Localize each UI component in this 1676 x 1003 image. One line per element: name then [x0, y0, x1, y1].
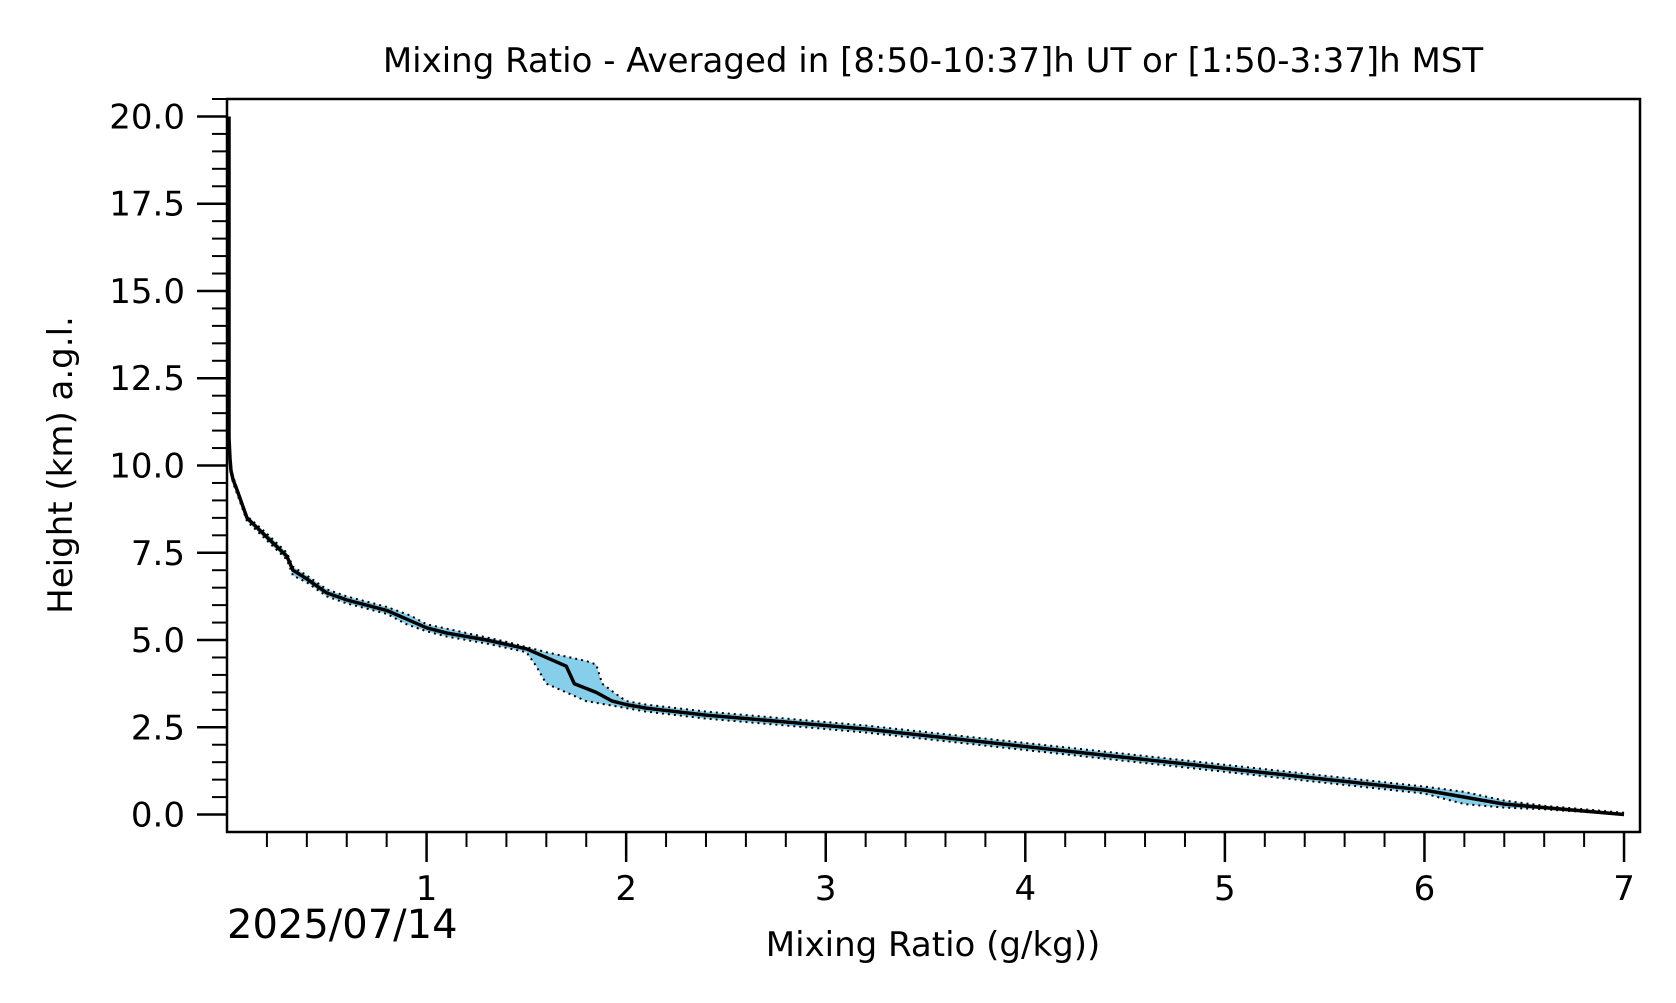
uncertainty-band	[229, 116, 1624, 815]
y-tick-label: 7.5	[131, 534, 185, 574]
y-tick-label: 10.0	[109, 447, 185, 487]
y-tick-label: 20.0	[109, 97, 185, 137]
x-axis: 1 2 3 4 5 6 7	[265, 832, 1635, 909]
y-tick-label: 12.5	[109, 359, 185, 399]
x-tick-label: 7	[1613, 869, 1635, 909]
plot-frame	[225, 97, 1642, 834]
chart-title: Mixing Ratio - Averaged in [8:50-10:37]h…	[383, 41, 1484, 81]
x-axis-label: Mixing Ratio (g/kg))	[766, 925, 1101, 965]
date-label: 2025/07/14	[227, 902, 458, 948]
y-axis: 0.0 2.5 5.0 7.5 10.0 12.5 15.0 17.5 20.0	[109, 97, 227, 836]
x-tick-label: 4	[1014, 869, 1036, 909]
lower-bound-line	[228, 116, 1625, 816]
y-tick-label: 15.0	[109, 272, 185, 312]
x-tick-label: 1	[416, 869, 438, 909]
x-tick-label: 5	[1214, 869, 1236, 909]
y-axis-label: Height (km) a.g.l.	[41, 316, 81, 614]
y-tick-label: 17.5	[109, 185, 185, 225]
plot-area	[227, 116, 1625, 817]
x-tick-label: 2	[615, 869, 637, 909]
x-tick-label: 3	[815, 869, 837, 909]
x-tick-label: 6	[1414, 869, 1436, 909]
y-tick-label: 5.0	[131, 621, 185, 661]
y-tick-label: 2.5	[131, 708, 185, 748]
mean-profile-line	[227, 116, 1625, 817]
upper-bound-line	[228, 116, 1625, 814]
y-tick-label: 0.0	[131, 796, 185, 836]
